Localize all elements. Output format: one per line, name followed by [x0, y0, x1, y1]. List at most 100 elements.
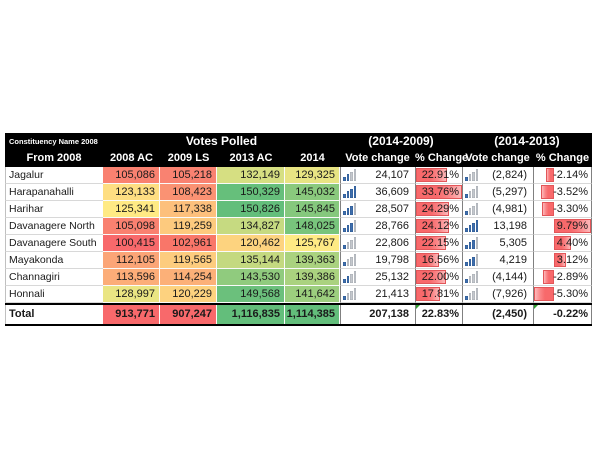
vote-change-1-cell[interactable]: 24,107 — [340, 167, 415, 184]
error-flag-icon — [416, 305, 420, 309]
votes-2008ac-cell[interactable]: 128,997 — [103, 286, 160, 303]
constituency-name-cell[interactable]: Channagiri — [5, 269, 103, 286]
votes-2014-cell[interactable]: 139,386 — [285, 269, 340, 286]
vote-change-1-cell[interactable]: 21,413 — [340, 286, 415, 303]
vote-change-1-cell[interactable]: 28,766 — [340, 218, 415, 235]
votes-2014-cell[interactable]: 125,767 — [285, 235, 340, 252]
votes-2008ac-cell[interactable]: 123,133 — [103, 184, 160, 201]
votes-2014-cell[interactable]: 139,363 — [285, 252, 340, 269]
pct-change-2-cell[interactable]: -3.30% — [533, 201, 592, 218]
header-2013-ac: 2013 AC — [229, 152, 273, 164]
vote-change-2-cell[interactable]: 4,219 — [462, 252, 533, 269]
total-pct-change-2-cell[interactable]: -0.22% — [533, 305, 592, 324]
constituency-name-cell[interactable]: Honnali — [5, 286, 103, 303]
pct-change-2-cell[interactable]: -2.14% — [533, 167, 592, 184]
votes-2014-cell[interactable]: 129,325 — [285, 167, 340, 184]
votes-2013ac-cell[interactable]: 149,568 — [217, 286, 285, 303]
votes-2014-cell[interactable]: 145,032 — [285, 184, 340, 201]
vote-change-2-cell[interactable]: (2,824) — [462, 167, 533, 184]
pct-change-1-cell[interactable]: 22.91% — [415, 167, 462, 184]
votes-2008ac-cell[interactable]: 113,596 — [103, 269, 160, 286]
votes-2009ls-cell[interactable]: 114,254 — [160, 269, 217, 286]
vote-change-1-cell[interactable]: 22,806 — [340, 235, 415, 252]
votes-2014-cell[interactable]: 141,642 — [285, 286, 340, 303]
vote-change-2-cell[interactable]: 13,198 — [462, 218, 533, 235]
total-label-cell[interactable]: Total — [5, 305, 103, 324]
total-2014-cell[interactable]: 1,114,385 — [285, 305, 340, 324]
votes-2013ac-cell[interactable]: 132,149 — [217, 167, 285, 184]
table-row: Harapanahalli 123,133 108,423 150,329 14… — [5, 184, 592, 201]
header-from-2008: From 2008 — [26, 152, 82, 164]
total-vote-change-2-cell[interactable]: (2,450) — [462, 305, 533, 324]
votes-2013ac-cell[interactable]: 150,826 — [217, 201, 285, 218]
table-row: Honnali 128,997 120,229 149,568 141,642 … — [5, 286, 592, 303]
pct-change-1-cell[interactable]: 22.15% — [415, 235, 462, 252]
pct-change-databar — [554, 219, 591, 233]
votes-2009ls-cell[interactable]: 117,338 — [160, 201, 217, 218]
total-vote-change-1-cell[interactable]: 207,138 — [340, 305, 415, 324]
vote-change-2-cell[interactable]: (7,926) — [462, 286, 533, 303]
votes-2013ac-cell[interactable]: 135,144 — [217, 252, 285, 269]
votes-2014-cell[interactable]: 148,025 — [285, 218, 340, 235]
constituency-name-cell[interactable]: Harapanahalli — [5, 184, 103, 201]
constituency-name-cell[interactable]: Davanagere South — [5, 235, 103, 252]
votes-2008ac-cell[interactable]: 100,415 — [103, 235, 160, 252]
table-row: Davanagere North 105,098 119,259 134,827… — [5, 218, 592, 235]
vote-change-1-cell[interactable]: 28,507 — [340, 201, 415, 218]
vote-change-1-cell[interactable]: 25,132 — [340, 269, 415, 286]
pct-change-2-cell[interactable]: -2.89% — [533, 269, 592, 286]
votes-2008ac-cell[interactable]: 105,098 — [103, 218, 160, 235]
constituency-name-cell[interactable]: Davanagere North — [5, 218, 103, 235]
pct-change-2-cell[interactable]: 4.40% — [533, 235, 592, 252]
votes-2009ls-cell[interactable]: 102,961 — [160, 235, 217, 252]
constituency-name-cell[interactable]: Jagalur — [5, 167, 103, 184]
constituency-name-cell[interactable]: Harihar — [5, 201, 103, 218]
pct-change-2-cell[interactable]: -3.52% — [533, 184, 592, 201]
pct-change-2-cell[interactable]: 9.79% — [533, 218, 592, 235]
vote-change-2-cell[interactable]: 5,305 — [462, 235, 533, 252]
votes-2008ac-cell[interactable]: 105,086 — [103, 167, 160, 184]
vote-change-1-cell[interactable]: 19,798 — [340, 252, 415, 269]
votes-2009ls-cell[interactable]: 105,218 — [160, 167, 217, 184]
pct-change-2-cell[interactable]: 3.12% — [533, 252, 592, 269]
votes-2014-cell[interactable]: 145,845 — [285, 201, 340, 218]
pct-change-databar — [541, 202, 554, 216]
votes-2009ls-cell[interactable]: 119,259 — [160, 218, 217, 235]
header-vote-change-1: Vote change — [345, 152, 410, 164]
votes-2008ac-cell[interactable]: 125,341 — [103, 201, 160, 218]
votes-2008ac-cell[interactable]: 112,105 — [103, 252, 160, 269]
pct-change-1-cell[interactable]: 24.29% — [415, 201, 462, 218]
votes-2009ls-cell[interactable]: 108,423 — [160, 184, 217, 201]
pct-change-1-cell[interactable]: 33.76% — [415, 184, 462, 201]
votes-2013ac-cell[interactable]: 120,462 — [217, 235, 285, 252]
votes-2013ac-cell[interactable]: 143,530 — [217, 269, 285, 286]
pct-change-databar — [416, 202, 450, 216]
total-2013ac-cell[interactable]: 1,116,835 — [217, 305, 285, 324]
vote-change-2-cell[interactable]: (4,981) — [462, 201, 533, 218]
rating-bars-icon — [465, 186, 480, 198]
pct-change-databar — [416, 236, 447, 250]
vote-change-2-cell[interactable]: (4,144) — [462, 269, 533, 286]
pct-change-databar — [534, 287, 554, 301]
votes-2013ac-cell[interactable]: 134,827 — [217, 218, 285, 235]
table-body: Jagalur 105,086 105,218 132,149 129,325 … — [5, 167, 592, 303]
votes-2013ac-cell[interactable]: 150,329 — [217, 184, 285, 201]
constituency-name-cell[interactable]: Mayakonda — [5, 252, 103, 269]
pct-change-1-cell[interactable]: 17.81% — [415, 286, 462, 303]
votes-2009ls-cell[interactable]: 119,565 — [160, 252, 217, 269]
vote-change-2-cell[interactable]: (5,297) — [462, 184, 533, 201]
votes-2009ls-cell[interactable]: 120,229 — [160, 286, 217, 303]
pct-change-databar — [416, 253, 439, 267]
total-2009ls-cell[interactable]: 907,247 — [160, 305, 217, 324]
rating-bars-icon — [343, 203, 358, 215]
total-pct-change-1-cell[interactable]: 22.83% — [415, 305, 462, 324]
vote-change-1-cell[interactable]: 36,609 — [340, 184, 415, 201]
pct-change-1-cell[interactable]: 16.56% — [415, 252, 462, 269]
header-2014: 2014 — [300, 152, 325, 164]
total-2008ac-cell[interactable]: 913,771 — [103, 305, 160, 324]
header-2008-ac: 2008 AC — [109, 152, 153, 164]
total-row: Total 913,771 907,247 1,116,835 1,114,38… — [5, 303, 592, 324]
pct-change-1-cell[interactable]: 22.00% — [415, 269, 462, 286]
pct-change-1-cell[interactable]: 24.12% — [415, 218, 462, 235]
pct-change-2-cell[interactable]: -5.30% — [533, 286, 592, 303]
